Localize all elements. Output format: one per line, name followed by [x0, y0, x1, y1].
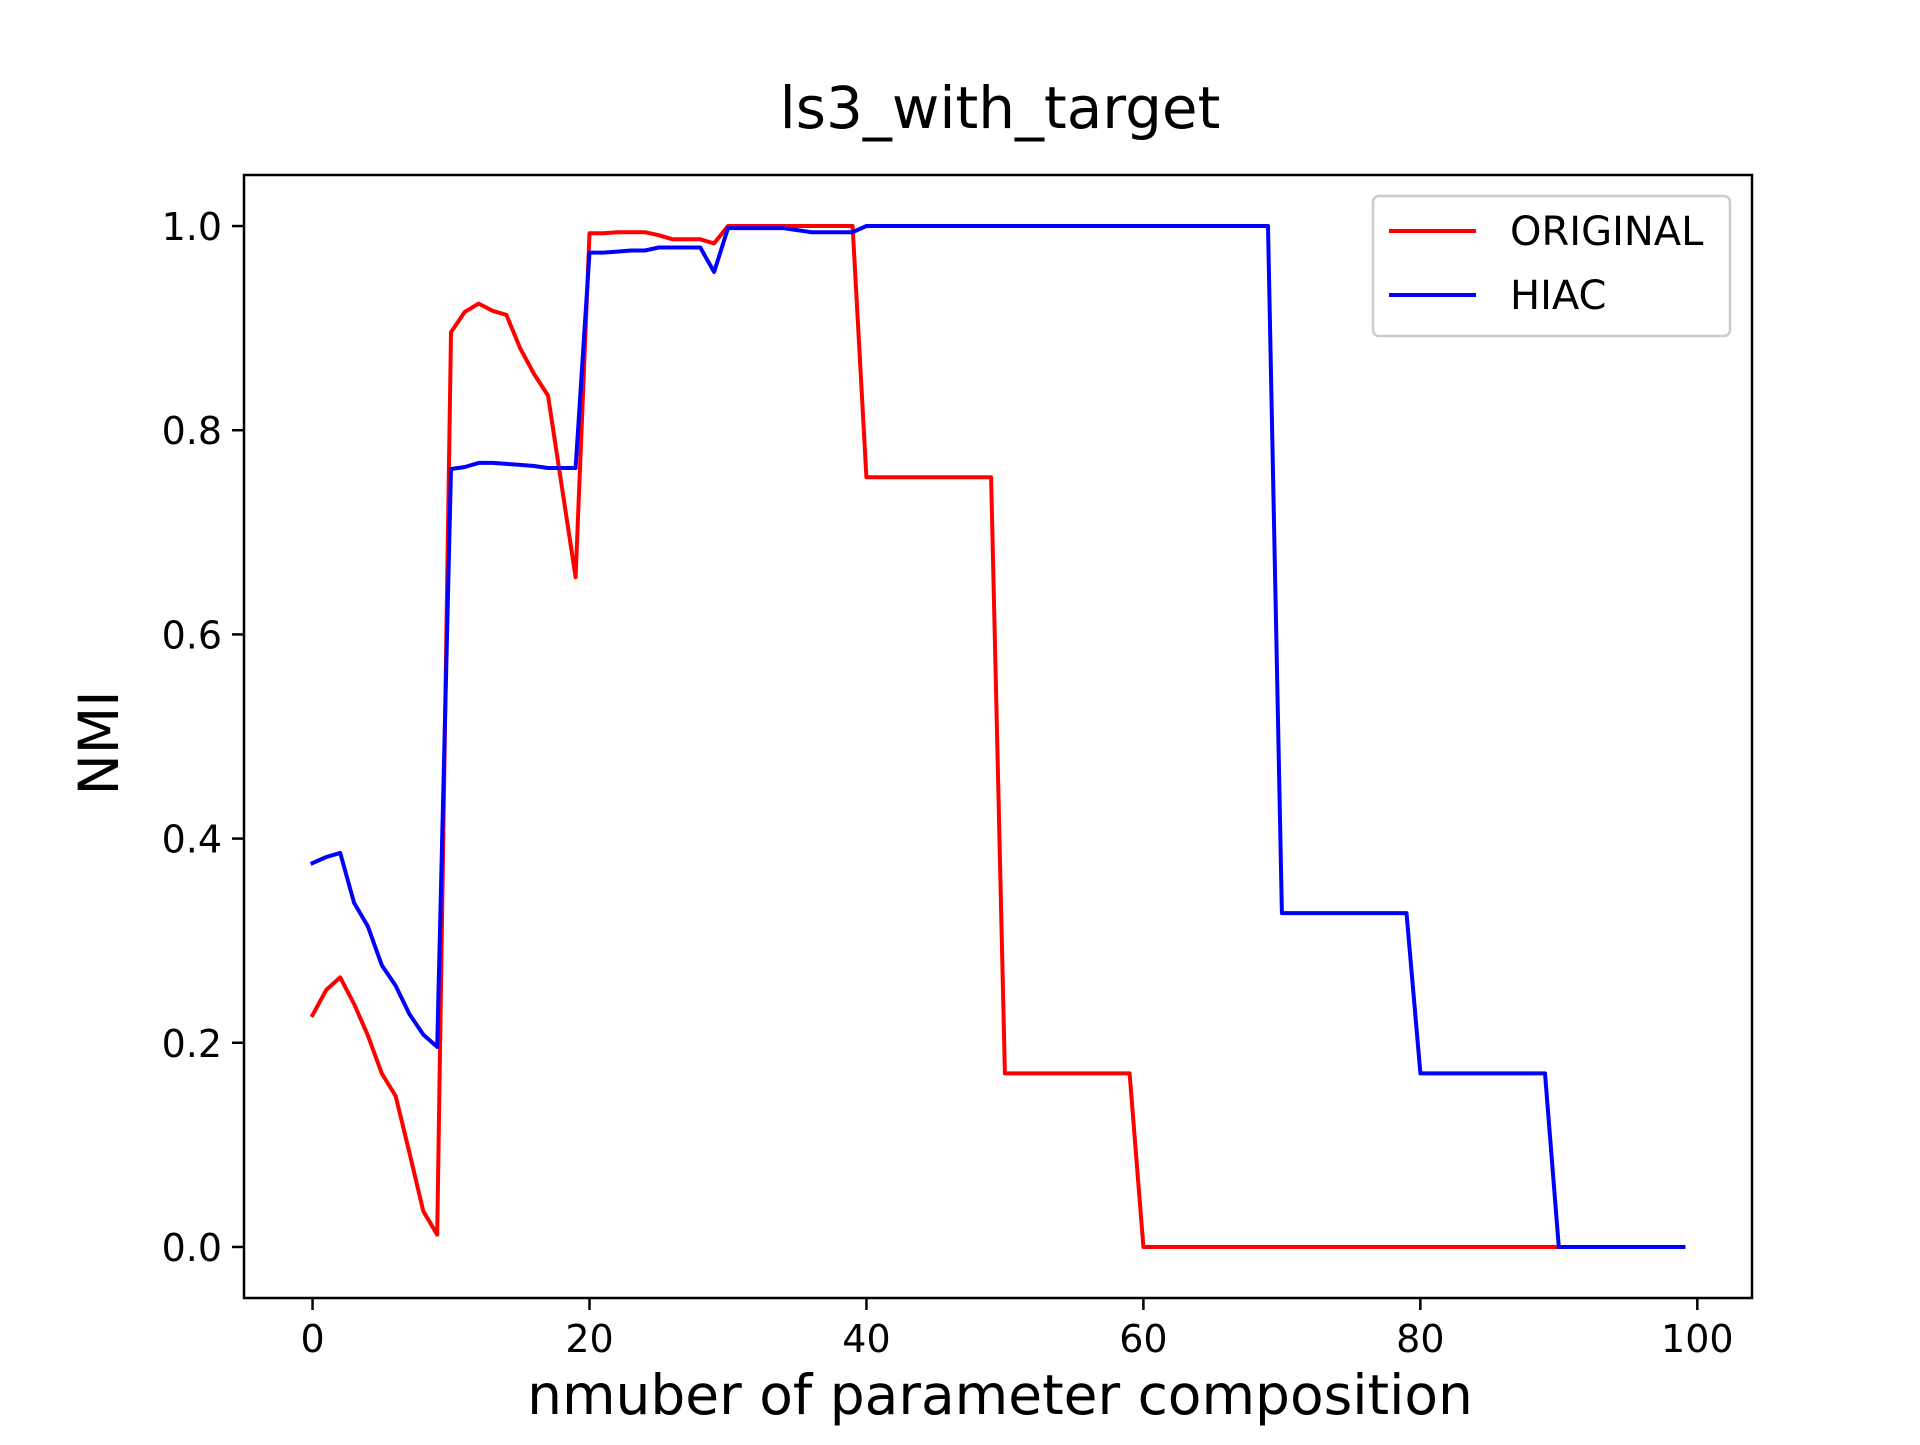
y-axis-label: NMI: [67, 691, 131, 796]
axes-frame: [242, 173, 1754, 1300]
y-tick-label: 0.4: [162, 818, 222, 862]
y-tick-label: 1.0: [162, 205, 222, 249]
x-tick-label: 100: [1661, 1317, 1734, 1361]
plot-area: 0 20 40 60 80 100 0.0 0.2 0.4 0.6 0.8 1.0: [162, 173, 1754, 1361]
series-line-original: [309, 224, 1686, 1249]
legend: ORIGINAL HIAC: [1371, 194, 1732, 338]
series-line-hiac: [309, 224, 1686, 1249]
x-tick-label: 0: [300, 1317, 324, 1361]
y-tick-label: 0.6: [162, 613, 222, 657]
legend-label-hiac: HIAC: [1510, 273, 1606, 319]
x-axis-label: nmuber of parameter composition: [527, 1363, 1473, 1427]
y-tick-label: 0.2: [162, 1022, 222, 1066]
y-tick-label: 0.8: [162, 409, 222, 453]
y-tick-label: 0.0: [162, 1226, 222, 1270]
x-tick-label: 40: [842, 1317, 890, 1361]
chart-title: ls3_with_target: [780, 74, 1221, 142]
legend-label-original: ORIGINAL: [1510, 209, 1704, 255]
x-tick-label: 80: [1396, 1317, 1444, 1361]
x-tick-label: 60: [1119, 1317, 1167, 1361]
x-tick-label: 20: [565, 1317, 613, 1361]
